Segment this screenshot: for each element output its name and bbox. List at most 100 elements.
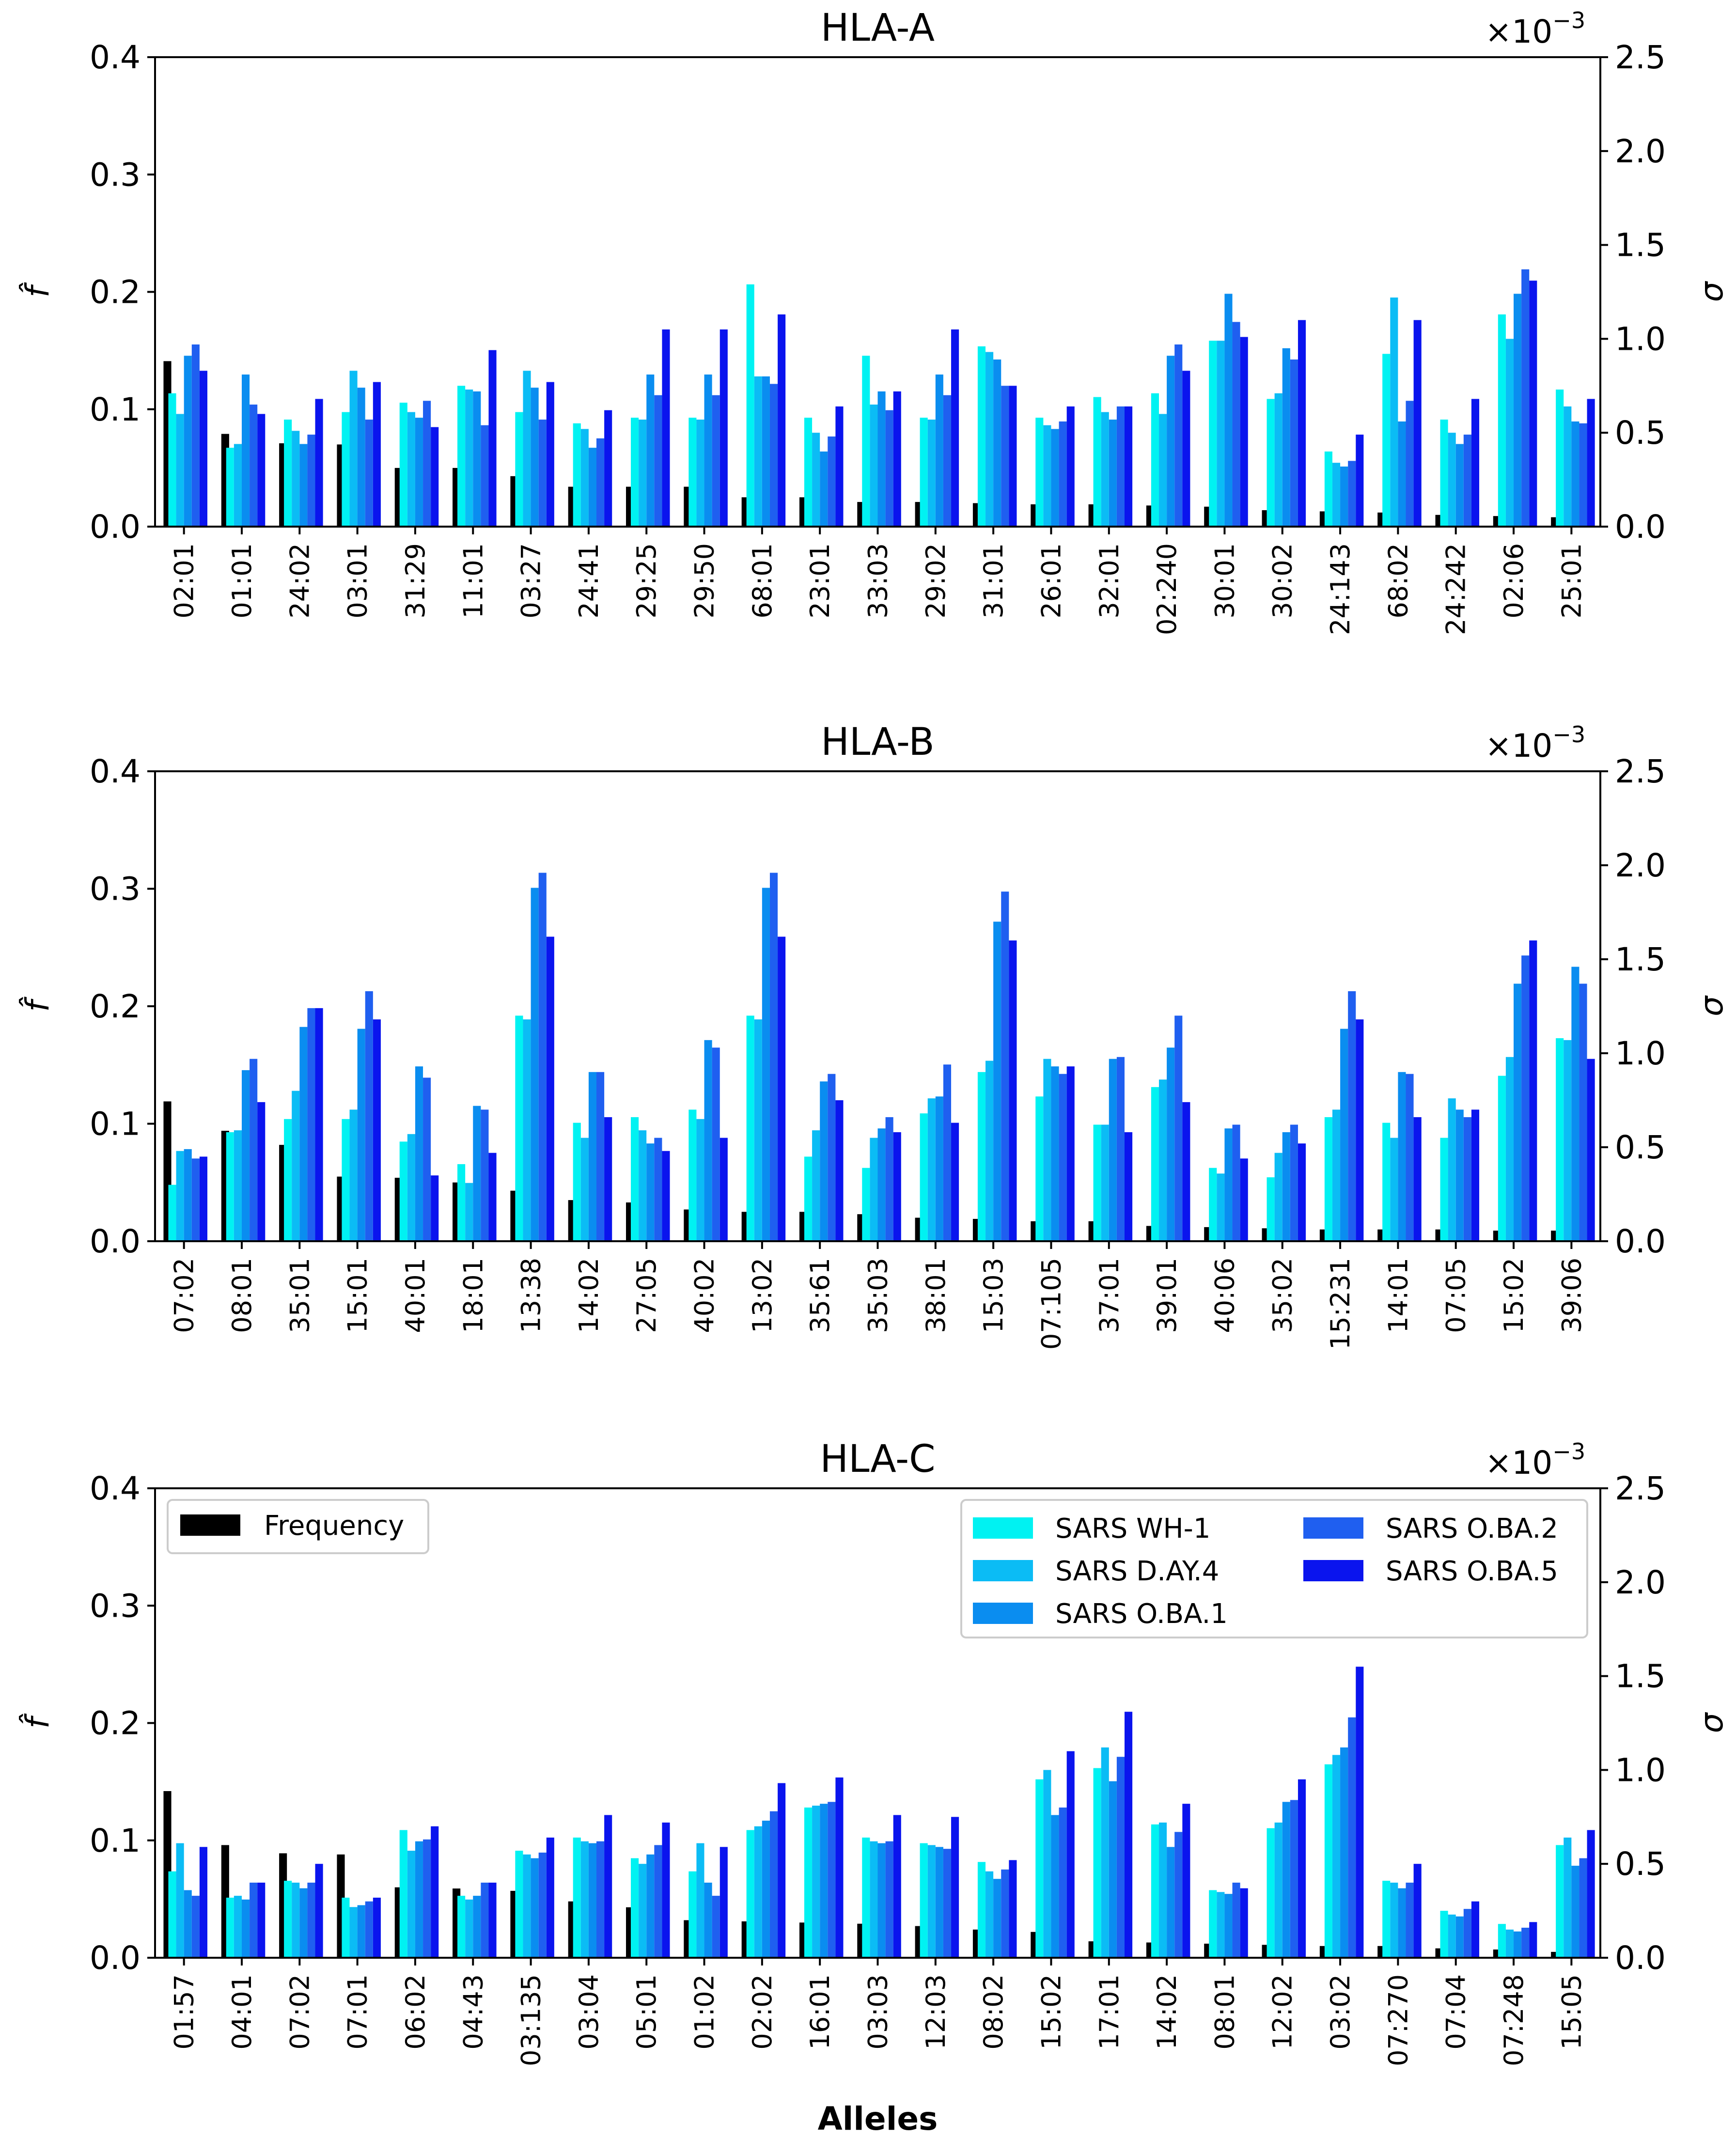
series-bar-sars-o-ba-5 (546, 1837, 554, 1958)
series-bar-sars-o-ba-5 (1124, 1132, 1133, 1241)
multiplier-base: ×10 (1485, 1444, 1552, 1482)
right-tick-label: 1.5 (1615, 1658, 1666, 1695)
right-tick-label: 2.5 (1615, 753, 1666, 790)
series-bar-sars-o-ba-5 (719, 329, 728, 527)
series-bar-sars-wh-1 (1093, 1768, 1101, 1958)
series-bar-sars-d-ay-4 (870, 1841, 878, 1958)
x-tick-label: 07:04 (1441, 1974, 1471, 2050)
series-bar-sars-o-ba-5 (662, 1151, 670, 1241)
series-bar-sars-d-ay-4 (176, 1151, 184, 1241)
right-tick-label: 2.0 (1615, 133, 1666, 170)
series-bar-sars-o-ba-1 (1224, 1894, 1233, 1958)
series-bar-sars-o-ba-1 (762, 1821, 770, 1958)
x-tick-label: 14:02 (1152, 1974, 1182, 2050)
right-axis-label: σ (1693, 281, 1730, 302)
series-bar-sars-o-ba-1 (1571, 1866, 1580, 1958)
series-bar-sars-o-ba-1 (1514, 983, 1522, 1241)
series-bar-sars-o-ba-2 (365, 1901, 373, 1958)
series-bar-sars-o-ba-1 (877, 1128, 886, 1241)
series-bar-sars-wh-1 (804, 1807, 813, 1958)
series-bar-sars-o-ba-5 (1182, 1804, 1190, 1958)
series-bar-sars-d-ay-4 (1043, 1770, 1051, 1958)
x-tick-label: 24:41 (574, 543, 604, 619)
series-bar-sars-o-ba-5 (1240, 1158, 1248, 1241)
series-bar-sars-o-ba-1 (588, 1072, 597, 1241)
series-bar-sars-d-ay-4 (754, 1826, 762, 1958)
series-bar-sars-o-ba-5 (604, 410, 612, 527)
series-bar-sars-d-ay-4 (1390, 297, 1398, 527)
series-bar-sars-o-ba-2 (1059, 1807, 1067, 1958)
right-axis-multiplier: ×10−3 (1485, 1438, 1585, 1482)
series-bar-sars-o-ba-1 (1051, 429, 1059, 527)
series-bar-sars-o-ba-1 (1282, 1802, 1290, 1958)
series-bar-sars-o-ba-5 (1413, 1864, 1422, 1958)
series-bar-sars-wh-1 (1035, 1779, 1044, 1958)
series-bar-sars-wh-1 (1556, 1845, 1564, 1958)
series-bar-sars-o-ba-1 (820, 451, 828, 527)
multiplier-exponent: −3 (1552, 1438, 1585, 1465)
series-bar-sars-wh-1 (1382, 1123, 1391, 1241)
series-bar-sars-d-ay-4 (349, 371, 358, 527)
x-tick-label: 24:242 (1441, 543, 1471, 635)
series-bar-sars-o-ba-1 (1571, 967, 1580, 1241)
legend-frequency-swatch (180, 1514, 240, 1536)
series-bar-sars-wh-1 (631, 1117, 639, 1241)
series-bar-sars-d-ay-4 (985, 1061, 994, 1241)
x-tick-label: 15:01 (343, 1258, 373, 1333)
series-bar-sars-o-ba-5 (1471, 1109, 1480, 1241)
series-bar-sars-wh-1 (920, 418, 928, 527)
series-bar-sars-o-ba-2 (828, 1802, 836, 1958)
x-tick-label: 31:01 (978, 543, 1009, 619)
series-bar-sars-d-ay-4 (1217, 1892, 1225, 1958)
series-bar-sars-o-ba-5 (951, 1817, 959, 1958)
series-bar-sars-o-ba-5 (893, 391, 901, 527)
series-bar-sars-o-ba-2 (307, 1882, 315, 1958)
right-axis-multiplier: ×10−3 (1485, 7, 1585, 50)
series-bar-sars-o-ba-5 (835, 1777, 844, 1958)
series-bar-sars-wh-1 (515, 1851, 523, 1958)
series-bar-sars-o-ba-5 (488, 1153, 497, 1241)
series-bar-sars-o-ba-2 (596, 1072, 605, 1241)
series-bar-sars-d-ay-4 (349, 1109, 358, 1241)
x-tick-label: 13:02 (747, 1258, 778, 1333)
series-bar-sars-d-ay-4 (1274, 1153, 1282, 1241)
series-bar-sars-o-ba-5 (951, 1123, 959, 1241)
series-bar-sars-o-ba-2 (191, 1896, 200, 1958)
series-bar-sars-d-ay-4 (1390, 1138, 1398, 1241)
series-bar-sars-o-ba-5 (604, 1117, 612, 1241)
x-tick-label: 07:01 (343, 1974, 373, 2050)
series-bar-sars-d-ay-4 (1158, 1822, 1167, 1958)
legend-frequency-label: Frequency (264, 1510, 404, 1542)
series-bar-sars-o-ba-1 (1109, 1781, 1117, 1958)
series-bar-sars-o-ba-5 (1471, 399, 1480, 527)
left-axis-label: f̂ (18, 282, 56, 297)
series-bar-sars-o-ba-5 (1124, 406, 1133, 527)
series-bar-sars-o-ba-1 (299, 444, 308, 527)
series-bar-sars-o-ba-1 (1455, 1109, 1464, 1241)
chart-title: HLA-C (820, 1437, 935, 1481)
series-bar-sars-o-ba-1 (993, 921, 1001, 1241)
x-tick-label: 07:105 (1036, 1258, 1066, 1350)
series-bar-sars-d-ay-4 (465, 1899, 473, 1958)
series-bar-sars-o-ba-5 (199, 1156, 207, 1241)
series-bar-sars-wh-1 (1093, 397, 1101, 527)
x-tick-label: 15:231 (1325, 1258, 1356, 1350)
series-bar-sars-o-ba-5 (546, 936, 554, 1241)
series-bar-sars-o-ba-1 (1455, 1916, 1464, 1958)
series-bar-sars-o-ba-5 (1413, 1117, 1422, 1241)
series-bar-sars-o-ba-1 (1514, 1931, 1522, 1958)
series-bar-sars-o-ba-5 (1182, 371, 1190, 527)
series-bar-sars-d-ay-4 (1274, 393, 1282, 527)
series-bar-sars-o-ba-1 (704, 1882, 712, 1958)
x-tick-label: 68:01 (747, 543, 778, 619)
series-bar-sars-o-ba-2 (1174, 344, 1183, 527)
x-tick-label: 32:01 (1094, 543, 1125, 619)
legend-swatch-sars-o-ba-2 (1303, 1517, 1363, 1539)
series-bar-sars-o-ba-5 (257, 414, 266, 527)
series-bar-sars-wh-1 (746, 284, 754, 527)
x-tick-label: 02:01 (169, 543, 200, 619)
x-tick-label: 35:03 (863, 1258, 893, 1333)
series-bar-sars-d-ay-4 (523, 1854, 531, 1958)
series-bar-sars-o-ba-5 (1066, 1066, 1075, 1241)
